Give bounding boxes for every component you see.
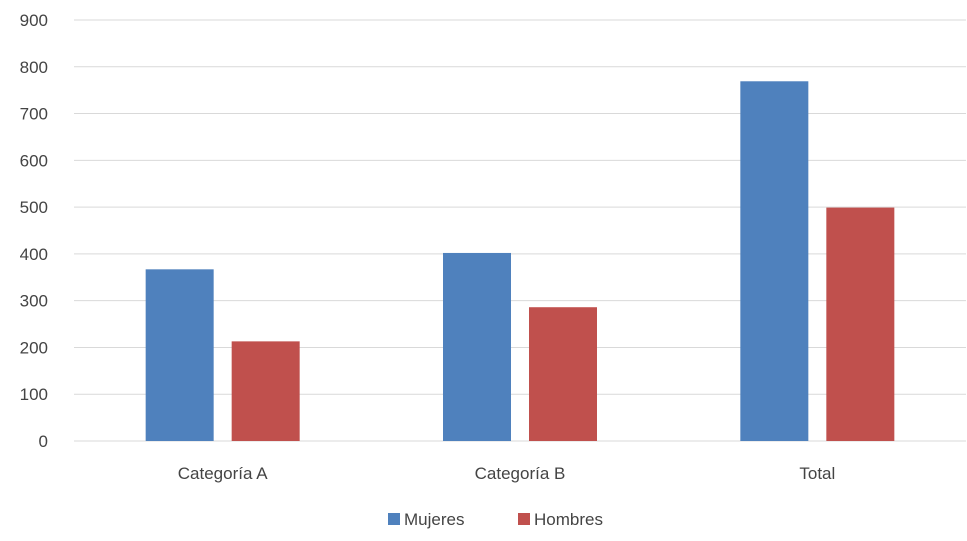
legend: Mujeres Hombres: [388, 510, 603, 529]
gridlines: [74, 19, 966, 442]
x-category-label: Categoría A: [178, 464, 268, 483]
bar-hombres-2: [826, 207, 895, 441]
legend-swatch-mujeres: [388, 513, 400, 525]
y-tick-label: 400: [20, 245, 48, 264]
legend-label-hombres: Hombres: [534, 510, 603, 529]
bar-hombres-0: [231, 341, 300, 441]
y-tick-label: 0: [39, 432, 48, 451]
x-category-label: Categoría B: [475, 464, 566, 483]
bar-mujeres-0: [145, 269, 214, 441]
y-tick-label: 300: [20, 292, 48, 311]
y-tick-label: 600: [20, 151, 48, 170]
y-axis-ticks: 0 100 200 300 400 500 600 700 800 900: [20, 11, 48, 451]
bars: [145, 81, 895, 441]
y-tick-label: 900: [20, 11, 48, 30]
x-category-label: Total: [799, 464, 835, 483]
y-tick-label: 800: [20, 58, 48, 77]
legend-label-mujeres: Mujeres: [404, 510, 464, 529]
legend-swatch-hombres: [518, 513, 530, 525]
bar-hombres-1: [529, 307, 597, 441]
y-tick-label: 200: [20, 338, 48, 357]
y-tick-label: 100: [20, 385, 48, 404]
y-tick-label: 500: [20, 198, 48, 217]
bar-mujeres-2: [740, 81, 809, 441]
x-axis-labels: Categoría A Categoría B Total: [178, 464, 836, 483]
y-tick-label: 700: [20, 105, 48, 124]
bar-mujeres-1: [443, 252, 511, 441]
